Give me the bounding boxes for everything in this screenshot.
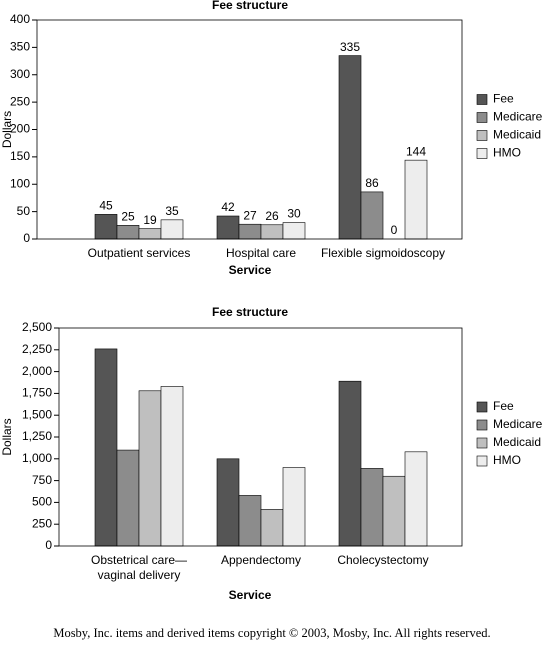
plot-frame — [36, 19, 463, 240]
bar — [116, 449, 140, 547]
x-tick-label: Obstetrical care— vaginal delivery — [91, 553, 187, 582]
legend-swatch — [476, 455, 488, 467]
chart-title: Fee structure — [212, 305, 288, 319]
plot-frame — [58, 327, 463, 547]
bar — [338, 55, 362, 240]
legend-label: Medicaid — [493, 435, 541, 449]
bar — [238, 495, 262, 547]
y-tick-label: 50 — [17, 204, 31, 218]
value-label: 19 — [143, 213, 157, 227]
y-tick-label: 2,000 — [22, 364, 52, 378]
legend-swatch — [476, 437, 488, 449]
bar — [404, 159, 428, 240]
y-tick-label: 1,500 — [22, 407, 52, 421]
x-tick-label: Appendectomy — [221, 553, 301, 567]
footer: Mosby, Inc. items and derived items copy… — [53, 626, 490, 640]
y-tick-label: 400 — [10, 12, 30, 26]
bar — [282, 467, 306, 547]
value-label: 335 — [340, 40, 360, 54]
y-tick-label: 350 — [10, 40, 30, 54]
value-label: 30 — [287, 207, 301, 221]
y-tick-label: 1,000 — [22, 451, 52, 465]
legend-label: Medicare — [493, 110, 543, 124]
legend-label: Medicaid — [493, 128, 541, 142]
value-label: 86 — [365, 176, 379, 190]
legend-swatch — [476, 401, 488, 413]
y-tick-label: 150 — [10, 149, 30, 163]
x-axis-title: Service — [229, 588, 272, 602]
bar — [116, 225, 140, 240]
value-label: 35 — [165, 204, 179, 218]
x-tick-label: Hospital care — [226, 246, 296, 260]
legend-swatch — [476, 112, 488, 123]
chart-title: Fee structure — [212, 0, 288, 12]
y-tick-label: 500 — [32, 495, 52, 509]
bar — [216, 458, 240, 547]
bar — [238, 223, 262, 240]
legend-label: HMO — [493, 146, 521, 160]
bar — [94, 348, 118, 547]
value-label: 25 — [121, 209, 135, 223]
bar — [338, 380, 362, 547]
x-tick-label: Outpatient services — [88, 246, 191, 260]
bar — [360, 468, 384, 547]
y-tick-label: 200 — [10, 122, 30, 136]
bar — [260, 509, 284, 547]
value-label: 26 — [265, 209, 279, 223]
bar — [216, 215, 240, 240]
y-tick-label: 2,500 — [22, 320, 52, 334]
y-tick-label: 0 — [45, 538, 52, 552]
y-axis-title: Dollars — [0, 111, 14, 148]
legend-swatch — [476, 130, 488, 141]
legend-swatch — [476, 94, 488, 105]
y-tick-label: 300 — [10, 67, 30, 81]
value-label: 0 — [391, 223, 398, 237]
value-label: 42 — [221, 200, 235, 214]
bar — [360, 191, 384, 240]
y-tick-label: 0 — [23, 231, 30, 245]
x-tick-label: Flexible sigmoidoscopy — [321, 246, 445, 260]
y-tick-label: 100 — [10, 176, 30, 190]
y-tick-label: 750 — [32, 473, 52, 487]
value-label: 45 — [99, 199, 113, 213]
bar — [382, 475, 406, 547]
bar — [94, 214, 118, 240]
y-tick-label: 2,250 — [22, 342, 52, 356]
legend-label: Medicare — [493, 417, 543, 431]
x-tick-label: Cholecystectomy — [337, 553, 428, 567]
legend-label: Fee — [493, 399, 514, 413]
y-tick-label: 250 — [10, 94, 30, 108]
legend-label: Fee — [493, 92, 514, 106]
bar — [260, 224, 284, 240]
bar — [160, 219, 184, 240]
legend-swatch — [476, 419, 488, 431]
bar — [138, 390, 162, 547]
legend-label: HMO — [493, 453, 521, 467]
bar — [404, 451, 428, 547]
y-tick-label: 1,750 — [22, 386, 52, 400]
y-tick-label: 1,250 — [22, 429, 52, 443]
x-axis-title: Service — [229, 263, 272, 277]
bar — [138, 228, 162, 240]
y-axis-title: Dollars — [0, 418, 14, 455]
bar — [282, 222, 306, 240]
bar — [160, 386, 184, 547]
value-label: 27 — [243, 208, 257, 222]
legend-swatch — [476, 148, 488, 159]
y-tick-label: 250 — [32, 516, 52, 530]
value-label: 144 — [406, 144, 426, 158]
